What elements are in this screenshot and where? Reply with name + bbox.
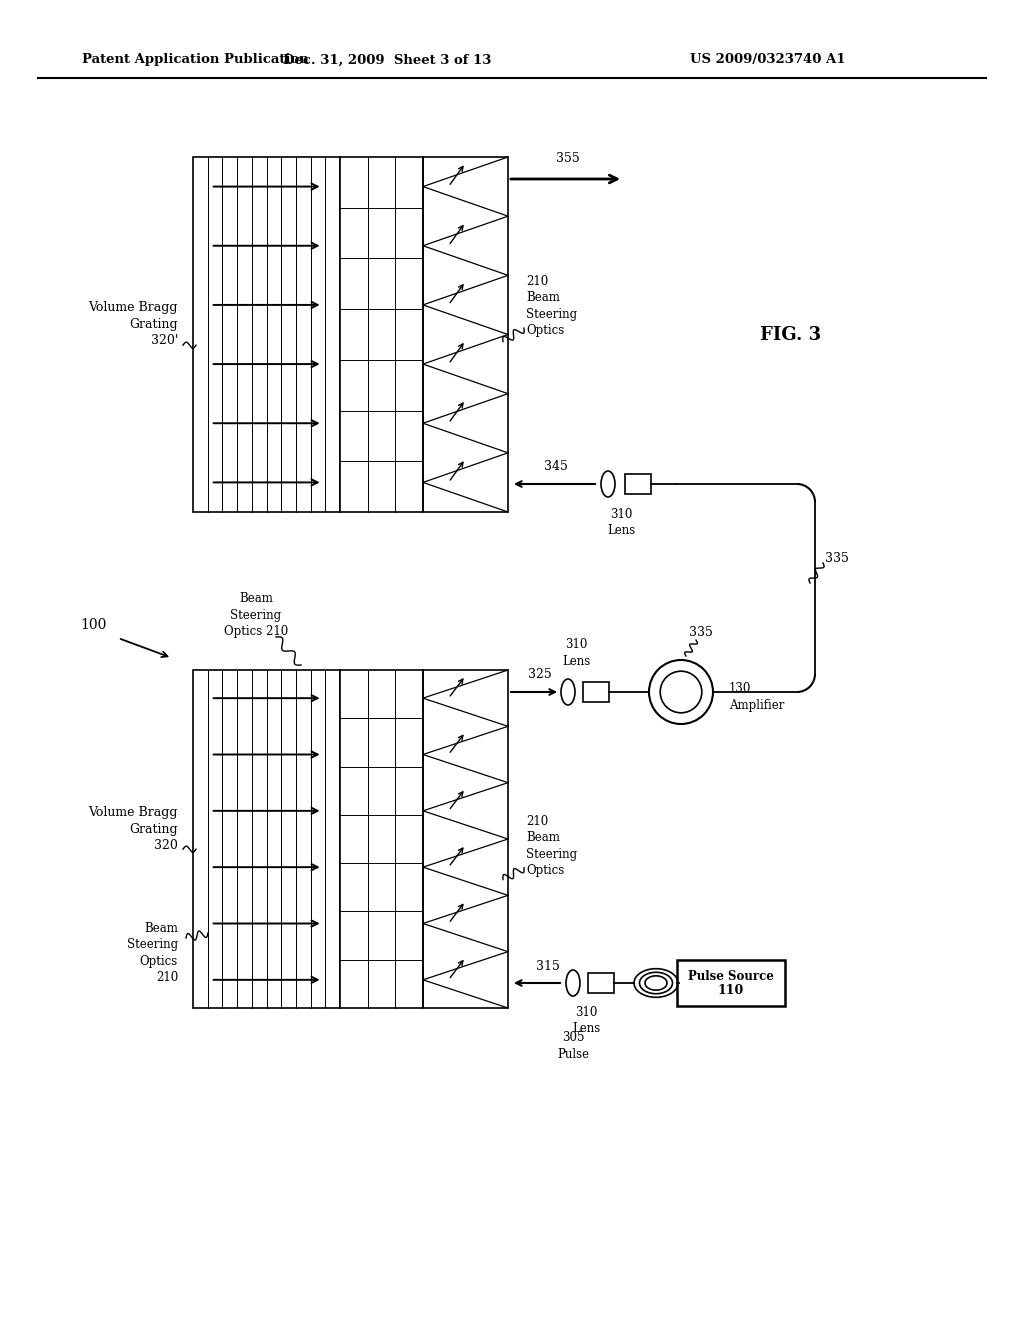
Bar	[588, 973, 614, 993]
Text: 210
Beam
Steering
Optics: 210 Beam Steering Optics	[526, 814, 578, 876]
Text: Beam
Steering
Optics
210: Beam Steering Optics 210	[127, 921, 178, 985]
Bar	[625, 474, 651, 494]
Bar	[340, 671, 423, 1008]
Text: US 2009/0323740 A1: US 2009/0323740 A1	[690, 54, 846, 66]
Ellipse shape	[601, 471, 615, 498]
Text: 305
Pulse: 305 Pulse	[557, 1031, 589, 1060]
Text: Volume Bragg
Grating
320': Volume Bragg Grating 320'	[88, 301, 178, 347]
Bar	[677, 960, 785, 1006]
Bar	[340, 157, 423, 512]
Bar	[193, 157, 340, 512]
Text: 210
Beam
Steering
Optics: 210 Beam Steering Optics	[526, 275, 578, 338]
Text: 355: 355	[556, 153, 580, 165]
Text: 325: 325	[528, 668, 552, 681]
Text: 335: 335	[689, 626, 713, 639]
Text: 315: 315	[536, 960, 560, 973]
Text: Patent Application Publication: Patent Application Publication	[82, 54, 309, 66]
Ellipse shape	[561, 678, 575, 705]
Bar	[583, 682, 609, 702]
Text: 345: 345	[544, 459, 568, 473]
Text: FIG. 3: FIG. 3	[760, 326, 821, 345]
Text: 310
Lens: 310 Lens	[562, 639, 590, 668]
Text: 310
Lens: 310 Lens	[571, 1006, 600, 1035]
Text: Pulse Source: Pulse Source	[688, 969, 774, 982]
Circle shape	[649, 660, 713, 723]
Text: 310
Lens: 310 Lens	[607, 508, 635, 537]
Text: Volume Bragg
Grating
320: Volume Bragg Grating 320	[88, 807, 178, 851]
Bar	[423, 671, 508, 1008]
Text: Dec. 31, 2009  Sheet 3 of 13: Dec. 31, 2009 Sheet 3 of 13	[283, 54, 492, 66]
Circle shape	[660, 671, 701, 713]
Text: 100: 100	[80, 618, 106, 632]
Text: Beam
Steering
Optics 210: Beam Steering Optics 210	[224, 591, 288, 638]
Text: 335: 335	[825, 552, 849, 565]
Ellipse shape	[566, 970, 580, 997]
Text: 110: 110	[718, 985, 744, 998]
Text: 130
Amplifier: 130 Amplifier	[729, 682, 784, 711]
Bar	[193, 671, 340, 1008]
Bar	[423, 157, 508, 512]
